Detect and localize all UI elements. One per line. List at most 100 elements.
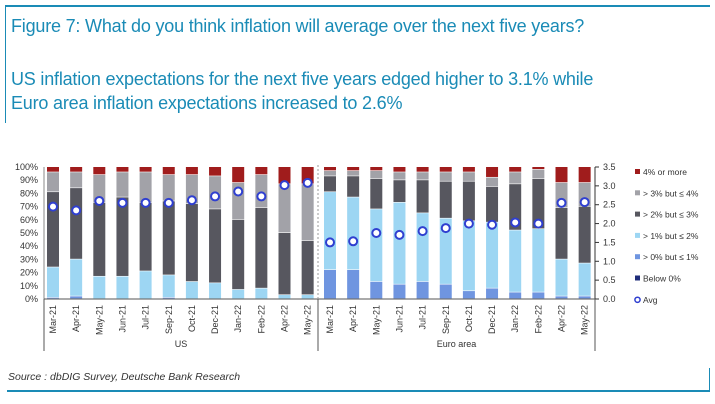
avg-marker xyxy=(117,197,128,208)
bar-segment xyxy=(116,197,129,276)
bar-segment xyxy=(370,209,383,282)
x-tick-label: Apr-22 xyxy=(557,305,567,332)
frame-top-border xyxy=(5,5,710,7)
bar-segment xyxy=(278,184,291,233)
bar-segment xyxy=(370,170,383,179)
bar-stack xyxy=(532,167,545,299)
x-tick-label: Dec-21 xyxy=(210,305,220,334)
x-tick-label: Jun-21 xyxy=(394,305,404,333)
right-tick-label: 0.0 xyxy=(603,294,616,304)
bar-segment xyxy=(555,259,568,296)
bar-segment xyxy=(232,289,245,299)
bar-segment xyxy=(232,219,245,290)
source-note: Source : dbDIG Survey, Deutsche Bank Res… xyxy=(8,371,241,383)
legend-label: > 0% but ≤ 1% xyxy=(643,252,699,262)
x-tick-label: Sep-21 xyxy=(164,305,174,334)
avg-marker xyxy=(71,205,82,216)
legend-label: > 1% but ≤ 2% xyxy=(643,231,699,241)
x-tick-label: Apr-22 xyxy=(280,305,290,332)
bar-segment xyxy=(70,296,83,299)
bar-stack xyxy=(209,167,222,299)
bar-segment xyxy=(486,177,499,187)
right-tick-label: 1.0 xyxy=(603,256,616,266)
avg-marker xyxy=(579,197,590,208)
frame-bottom-border xyxy=(7,390,710,392)
left-tick-label: 60% xyxy=(20,215,38,225)
legend-label: > 3% but ≤ 4% xyxy=(643,188,699,198)
avg-marker xyxy=(348,236,359,247)
bar-segment xyxy=(462,172,475,181)
bar-stack xyxy=(116,167,129,299)
bar-segment xyxy=(47,267,59,298)
bar-segment xyxy=(347,197,360,270)
avg-marker xyxy=(210,191,221,202)
bar-segment xyxy=(301,184,314,241)
x-tick-label: May-22 xyxy=(580,305,590,335)
legend-label: Avg xyxy=(643,295,658,305)
bar-segment xyxy=(70,259,83,296)
bar-segment xyxy=(439,218,452,284)
left-tick-label: 0% xyxy=(25,294,38,304)
avg-marker xyxy=(163,197,174,208)
bar-segment xyxy=(116,167,129,172)
x-tick-label: Mar-21 xyxy=(48,305,58,334)
bar-stack xyxy=(70,167,83,299)
bar-segment xyxy=(162,275,175,298)
bar-segment xyxy=(70,172,83,188)
left-tick-label: 80% xyxy=(20,188,38,198)
bar-segment xyxy=(232,167,245,183)
bar-segment xyxy=(93,276,106,299)
x-tick-label: Apr-21 xyxy=(348,305,358,332)
bar-segment xyxy=(47,167,59,172)
legend-swatch xyxy=(635,190,640,196)
bar-segment xyxy=(393,284,406,299)
avg-marker xyxy=(302,177,313,188)
bar-segment xyxy=(370,167,383,171)
bar-segment xyxy=(462,167,475,172)
bar-segment xyxy=(47,297,59,299)
x-tick-label: Jun-21 xyxy=(117,305,127,333)
right-tick-label: 2.5 xyxy=(603,200,616,210)
bar-segment xyxy=(347,176,360,197)
bar-segment xyxy=(462,291,475,299)
bar-segment xyxy=(462,221,475,291)
bar-segment xyxy=(509,172,522,184)
left-tick-label: 100% xyxy=(15,162,38,172)
avg-marker xyxy=(186,195,197,206)
left-tick-label: 50% xyxy=(20,228,38,238)
bar-segment xyxy=(209,283,222,299)
bar-segment xyxy=(578,263,591,296)
right-tick-label: 0.5 xyxy=(603,275,616,285)
bar-segment xyxy=(324,170,336,176)
x-tick-label: Jul-21 xyxy=(141,305,151,330)
avg-marker xyxy=(487,219,498,230)
legend: 4% or more > 3% but ≤ 4% > 2% but ≤ 3% > 1%… xyxy=(634,167,699,305)
bar-segment xyxy=(509,230,522,292)
figure-title: Figure 7: What do you think inflation wi… xyxy=(11,16,585,36)
bar-segment xyxy=(278,295,291,299)
bar-segment xyxy=(532,229,545,292)
x-tick-label: Jan-22 xyxy=(510,305,520,333)
avg-marker xyxy=(140,197,151,208)
bar-segment xyxy=(486,222,499,288)
left-tick-label: 40% xyxy=(20,241,38,251)
bar-segment xyxy=(162,201,175,275)
avg-marker xyxy=(279,180,290,191)
bar-stack xyxy=(486,167,499,299)
left-tick-label: 70% xyxy=(20,202,38,212)
avg-markers xyxy=(48,177,590,248)
bar-segment xyxy=(70,188,83,259)
bar-segment xyxy=(509,292,522,299)
x-tick-label: Oct-21 xyxy=(187,305,197,332)
frame-left-border xyxy=(5,5,6,123)
bar-segment xyxy=(532,292,545,299)
bar-segment xyxy=(416,213,429,282)
bar-segment xyxy=(416,281,429,299)
bar-segment xyxy=(532,167,545,170)
bar-segment xyxy=(209,167,222,176)
bar-stack xyxy=(93,167,106,299)
bar-segment xyxy=(486,186,499,222)
legend-label: 4% or more xyxy=(643,167,687,177)
bar-segment xyxy=(370,281,383,299)
bar-segment xyxy=(162,174,175,201)
